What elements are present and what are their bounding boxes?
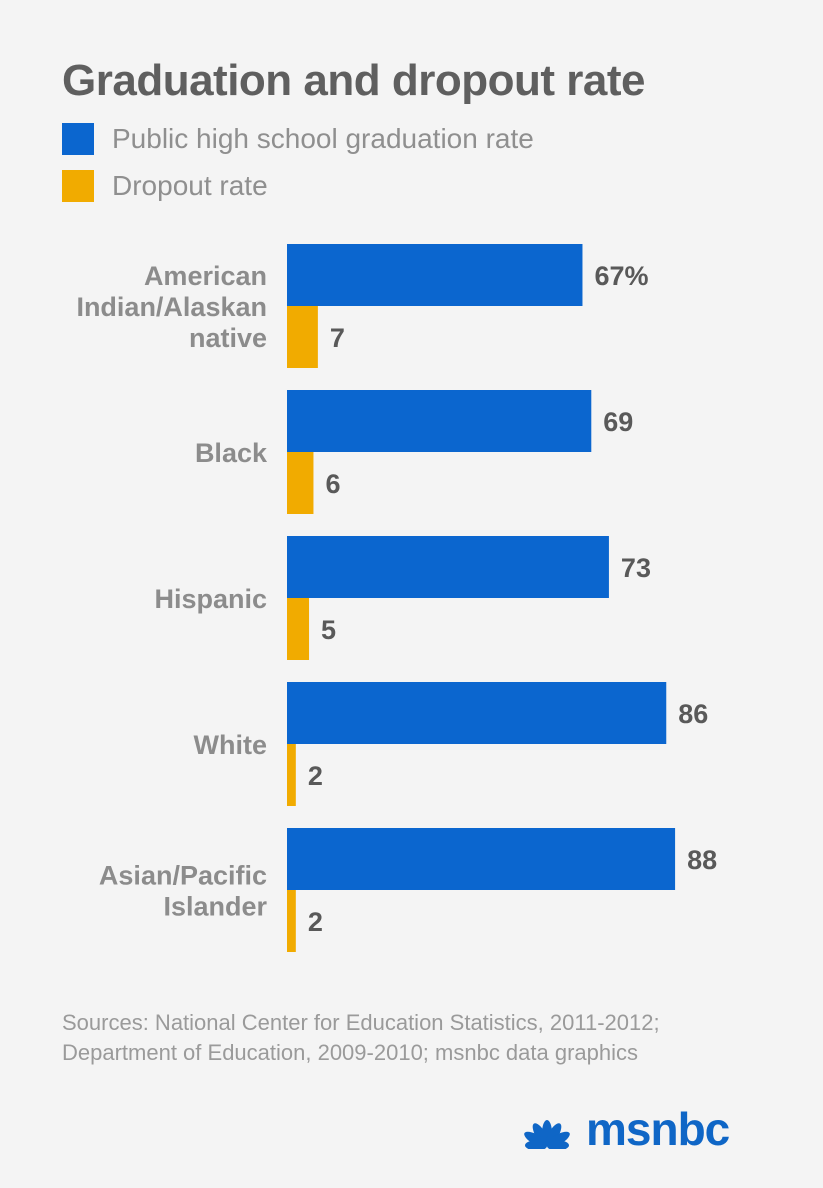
- graduation-value-asian-pacific-islander: 88: [687, 845, 717, 875]
- category-label-white: White: [194, 730, 268, 760]
- dropout-value-white: 2: [308, 761, 323, 791]
- chart-title: Graduation and dropout rate: [62, 56, 645, 105]
- graduation-value-american-indian-alaskan-native: 67%: [594, 261, 648, 291]
- dropout-bar-black: [287, 452, 314, 514]
- graduation-bar-white: [287, 682, 667, 744]
- dropout-value-american-indian-alaskan-native: 7: [330, 323, 345, 353]
- dropout-bar-hispanic: [287, 598, 310, 660]
- legend-label-graduation: Public high school graduation rate: [112, 123, 534, 154]
- dropout-bar-white: [287, 744, 296, 806]
- category-label-black: Black: [195, 438, 268, 468]
- graduation-value-hispanic: 73: [621, 553, 651, 583]
- legend-swatch-dropout: [62, 170, 94, 202]
- legend-label-dropout: Dropout rate: [112, 170, 268, 201]
- graduation-bar-asian-pacific-islander: [287, 828, 676, 890]
- dropout-value-hispanic: 5: [321, 615, 336, 645]
- graduation-bar-hispanic: [287, 536, 609, 598]
- graduation-value-black: 69: [603, 407, 633, 437]
- category-label-hispanic: Hispanic: [154, 584, 267, 614]
- legend-swatch-graduation: [62, 123, 94, 155]
- source-line-1: Sources: National Center for Education S…: [62, 1010, 660, 1035]
- source-note: Sources: National Center for Education S…: [62, 1008, 782, 1068]
- graduation-bar-black: [287, 390, 592, 452]
- dropout-value-asian-pacific-islander: 2: [308, 907, 323, 937]
- bar-chart: American Indian/Alaskan native 67% 7 Black 69 6…: [76, 244, 717, 952]
- nbc-peacock-icon: [524, 1120, 570, 1149]
- category-label-asian-pacific-islander: Asian/Pacific Islander: [99, 861, 268, 922]
- dropout-bar-asian-pacific-islander: [287, 890, 296, 952]
- graduation-bar-american-indian-alaskan-native: [287, 244, 583, 306]
- source-line-2: Department of Education, 2009-2010; msnb…: [62, 1040, 639, 1065]
- msnbc-logo: msnbc: [516, 1103, 730, 1155]
- dropout-bar-american-indian-alaskan-native: [287, 306, 318, 368]
- dropout-value-black: 6: [325, 469, 340, 499]
- category-label-american-indian-alaskan-native: American Indian/Alaskan native: [76, 261, 267, 353]
- graduation-value-white: 86: [678, 699, 708, 729]
- logo-text: msnbc: [586, 1103, 730, 1155]
